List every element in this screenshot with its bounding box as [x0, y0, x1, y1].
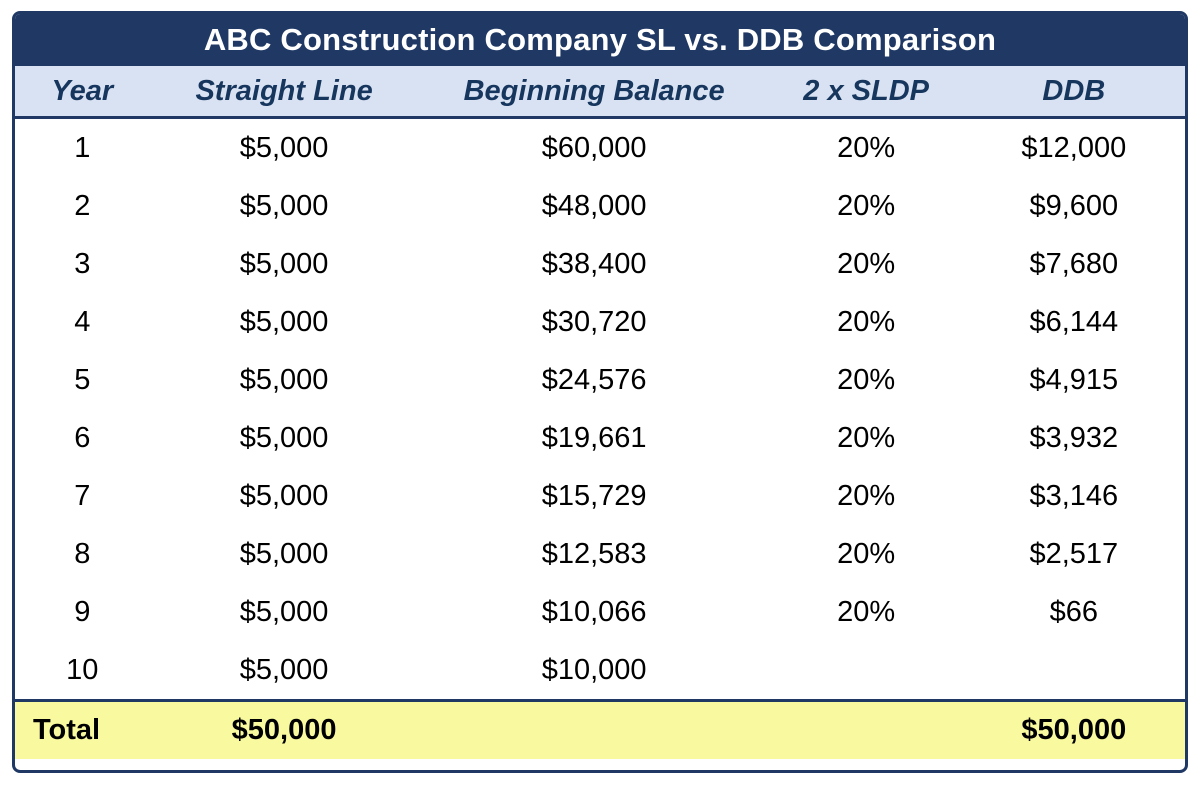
cell-ddb: $4,915: [962, 351, 1185, 409]
cell-year: 10: [15, 641, 150, 701]
cell-ddb: $6,144: [962, 293, 1185, 351]
cell-ddb: $66: [962, 583, 1185, 641]
table-row: 4 $5,000 $30,720 20% $6,144: [15, 293, 1185, 351]
cell-year: 6: [15, 409, 150, 467]
column-header-ddb: DDB: [962, 66, 1185, 119]
total-label: Total: [15, 699, 150, 759]
cell-year: 5: [15, 351, 150, 409]
table-row: 1 $5,000 $60,000 20% $12,000: [15, 117, 1185, 177]
cell-sldp: 20%: [769, 525, 963, 583]
cell-ddb: $12,000: [962, 117, 1185, 177]
table-title: ABC Construction Company SL vs. DDB Comp…: [15, 14, 1185, 66]
cell-ddb: $3,932: [962, 409, 1185, 467]
cell-ddb: [962, 641, 1185, 701]
cell-beginning-balance: $15,729: [418, 467, 770, 525]
table-row: 9 $5,000 $10,066 20% $66: [15, 583, 1185, 641]
cell-sldp: 20%: [769, 177, 963, 235]
cell-year: 7: [15, 467, 150, 525]
cell-year: 2: [15, 177, 150, 235]
cell-beginning-balance: $48,000: [418, 177, 770, 235]
table-row: 10 $5,000 $10,000: [15, 641, 1185, 701]
table-row: 3 $5,000 $38,400 20% $7,680: [15, 235, 1185, 293]
table-row: 7 $5,000 $15,729 20% $3,146: [15, 467, 1185, 525]
total-sldp: [769, 699, 963, 759]
cell-beginning-balance: $10,066: [418, 583, 770, 641]
total-beginning-balance: [418, 699, 770, 759]
cell-sldp: [769, 641, 963, 701]
cell-beginning-balance: $12,583: [418, 525, 770, 583]
cell-year: 4: [15, 293, 150, 351]
cell-beginning-balance: $19,661: [418, 409, 770, 467]
cell-ddb: $3,146: [962, 467, 1185, 525]
total-ddb: $50,000: [962, 699, 1185, 759]
cell-straight-line: $5,000: [149, 641, 419, 701]
table-row: 5 $5,000 $24,576 20% $4,915: [15, 351, 1185, 409]
cell-sldp: 20%: [769, 235, 963, 293]
cell-beginning-balance: $24,576: [418, 351, 770, 409]
cell-straight-line: $5,000: [149, 525, 419, 583]
cell-straight-line: $5,000: [149, 177, 419, 235]
cell-straight-line: $5,000: [149, 117, 419, 177]
cell-beginning-balance: $60,000: [418, 117, 770, 177]
cell-sldp: 20%: [769, 583, 963, 641]
cell-straight-line: $5,000: [149, 409, 419, 467]
total-row: Total $50,000 $50,000: [15, 699, 1185, 759]
column-header-beginning-balance: Beginning Balance: [418, 66, 770, 119]
cell-straight-line: $5,000: [149, 583, 419, 641]
cell-ddb: $9,600: [962, 177, 1185, 235]
cell-straight-line: $5,000: [149, 293, 419, 351]
cell-sldp: 20%: [769, 293, 963, 351]
column-header-year: Year: [15, 66, 150, 119]
cell-sldp: 20%: [769, 351, 963, 409]
cell-beginning-balance: $10,000: [418, 641, 770, 701]
column-header-2x-sldp: 2 x SLDP: [769, 66, 963, 119]
comparison-table-frame: ABC Construction Company SL vs. DDB Comp…: [12, 11, 1188, 773]
cell-year: 3: [15, 235, 150, 293]
cell-ddb: $7,680: [962, 235, 1185, 293]
cell-beginning-balance: $38,400: [418, 235, 770, 293]
header-row: Year Straight Line Beginning Balance 2 x…: [15, 66, 1185, 119]
cell-straight-line: $5,000: [149, 351, 419, 409]
cell-beginning-balance: $30,720: [418, 293, 770, 351]
cell-straight-line: $5,000: [149, 235, 419, 293]
cell-sldp: 20%: [769, 409, 963, 467]
cell-ddb: $2,517: [962, 525, 1185, 583]
table-row: 2 $5,000 $48,000 20% $9,600: [15, 177, 1185, 235]
column-header-straight-line: Straight Line: [149, 66, 419, 119]
table-row: 6 $5,000 $19,661 20% $3,932: [15, 409, 1185, 467]
cell-year: 9: [15, 583, 150, 641]
cell-year: 1: [15, 117, 150, 177]
table-row: 8 $5,000 $12,583 20% $2,517: [15, 525, 1185, 583]
cell-sldp: 20%: [769, 117, 963, 177]
total-straight-line: $50,000: [149, 699, 419, 759]
cell-straight-line: $5,000: [149, 467, 419, 525]
cell-year: 8: [15, 525, 150, 583]
cell-sldp: 20%: [769, 467, 963, 525]
depreciation-comparison-table: Year Straight Line Beginning Balance 2 x…: [15, 66, 1185, 759]
